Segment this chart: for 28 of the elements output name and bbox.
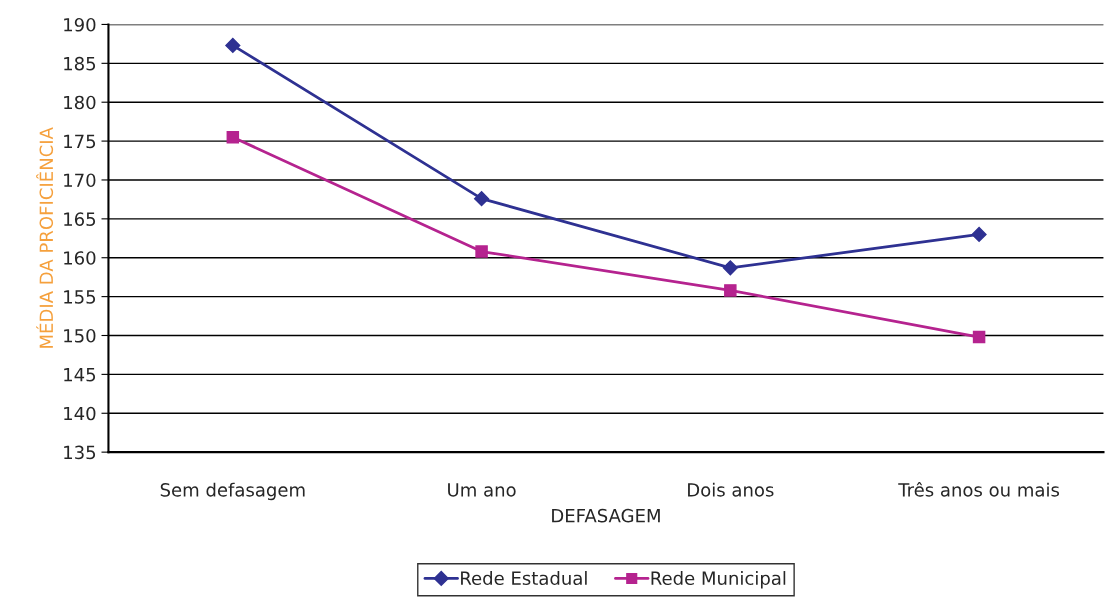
- y-tick-label: 150: [64, 328, 96, 343]
- y-tick-label: 180: [64, 95, 96, 110]
- point: [971, 226, 987, 242]
- x-tick-label: Sem defasagem: [160, 482, 305, 501]
- point: [972, 330, 986, 344]
- point: [226, 130, 240, 144]
- y-tick-label: 165: [64, 212, 96, 226]
- x-tick-label: Um ano: [448, 483, 516, 497]
- y-tick-label: 135: [64, 445, 96, 460]
- y-tick-label: 160: [64, 251, 96, 265]
- y-tick-label: 155: [64, 290, 96, 304]
- point: [225, 37, 241, 54]
- y-tick-label: 175: [64, 134, 96, 149]
- y-tick-label: 145: [64, 368, 96, 382]
- y-tick-label: 170: [64, 173, 96, 188]
- x-tick-label: Três anos ou mais: [898, 481, 1060, 497]
- y-tick-label: 185: [64, 56, 96, 71]
- legend-label: Rede Estadual: [461, 571, 587, 586]
- y-tick-label: 140: [64, 406, 96, 421]
- legend-label: Rede Municipal: [651, 571, 786, 589]
- point: [475, 245, 488, 258]
- point: [722, 260, 738, 276]
- point: [474, 191, 490, 207]
- x-tick-label: Dois anos: [688, 482, 774, 497]
- point: [724, 284, 737, 297]
- x-axis-title: DEFASAGEM: [552, 508, 660, 523]
- y-tick-label: 190: [64, 17, 96, 32]
- y-axis-title: MÉDIA DA PROFICIÊNCIA: [36, 127, 54, 348]
